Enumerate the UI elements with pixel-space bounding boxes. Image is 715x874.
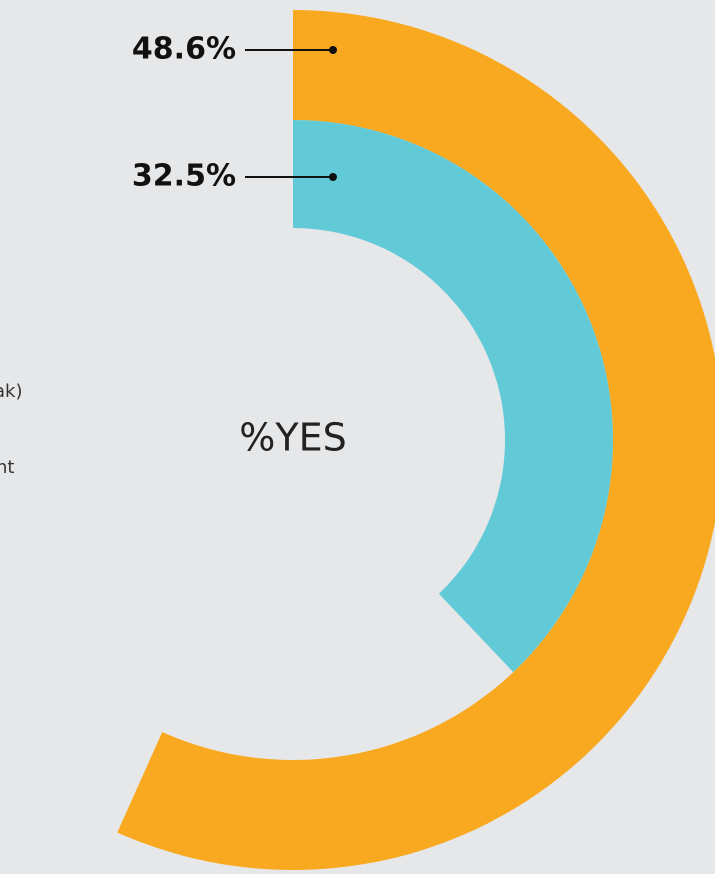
ring-bar xyxy=(293,120,613,673)
leader-dot xyxy=(329,173,337,181)
leader-dot xyxy=(329,46,337,54)
legend-fragment: nt xyxy=(0,457,14,478)
value-label: 48.6% xyxy=(132,32,236,67)
legend-fragment: ak) xyxy=(0,381,22,402)
center-label: %YES xyxy=(239,416,346,460)
value-label: 32.5% xyxy=(132,159,236,194)
ring-bar xyxy=(117,10,715,870)
